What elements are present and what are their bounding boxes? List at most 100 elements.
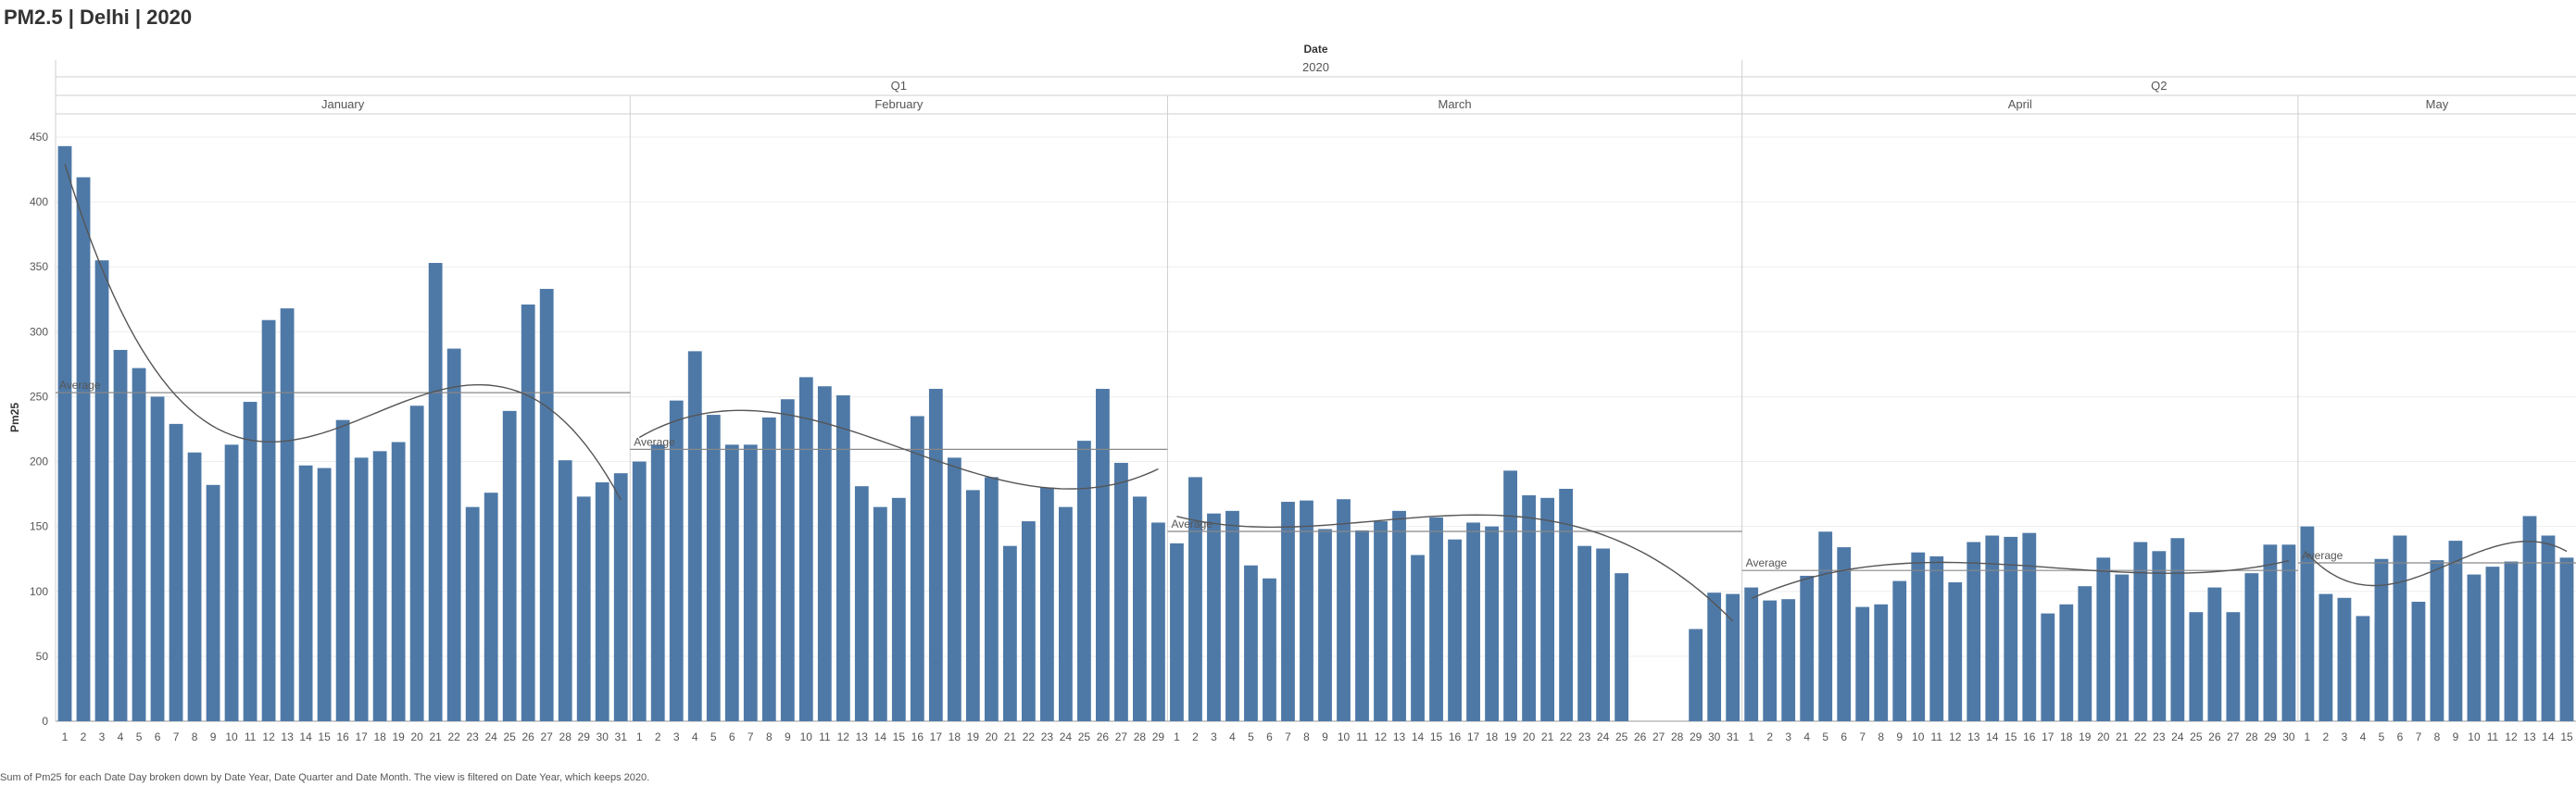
x-tick-label: 13 — [1393, 730, 1406, 743]
x-tick-label: 10 — [800, 730, 813, 743]
x-tick-label: 21 — [1541, 730, 1554, 743]
bar — [317, 468, 332, 721]
trend-line — [2306, 541, 2568, 587]
x-tick-label: 22 — [1560, 730, 1573, 743]
x-tick-label: 10 — [2468, 730, 2481, 743]
bar — [2152, 551, 2167, 721]
month-label: March — [1438, 97, 1471, 111]
x-tick-label: 1 — [636, 730, 643, 743]
bar — [2059, 604, 2074, 721]
x-tick-label: 18 — [949, 730, 961, 743]
bar — [2522, 516, 2537, 721]
trend-line — [1176, 514, 1734, 622]
bar — [150, 396, 165, 721]
x-tick-label: 10 — [1912, 730, 1925, 743]
x-tick-label: 2 — [1192, 730, 1199, 743]
x-tick-label: 17 — [930, 730, 943, 743]
average-label: Average — [2302, 549, 2344, 562]
x-tick-label: 9 — [1322, 730, 1328, 743]
bar — [613, 473, 628, 721]
x-tick-label: 15 — [2560, 730, 2573, 743]
x-tick-label: 23 — [466, 730, 479, 743]
x-tick-label: 21 — [2116, 730, 2129, 743]
bar — [910, 416, 924, 721]
x-tick-label: 18 — [1486, 730, 1499, 743]
bar — [465, 506, 480, 721]
average-label: Average — [1746, 556, 1788, 569]
bar — [1911, 552, 1926, 721]
bar — [409, 405, 424, 721]
x-tick-label: 23 — [2153, 730, 2166, 743]
x-tick-label: 27 — [1652, 730, 1665, 743]
y-tick-label: 0 — [42, 715, 48, 728]
x-tick-label: 28 — [559, 730, 572, 743]
bar — [2374, 558, 2389, 721]
bar — [1596, 548, 1611, 721]
bar — [1615, 573, 1629, 721]
x-tick-label: 13 — [856, 730, 869, 743]
bar — [2004, 536, 2018, 721]
x-tick-label: 29 — [1152, 730, 1165, 743]
x-tick-label: 22 — [2134, 730, 2147, 743]
x-tick-label: 2 — [2323, 730, 2330, 743]
bar — [2022, 532, 2037, 721]
x-tick-label: 2 — [81, 730, 87, 743]
bar — [706, 415, 721, 721]
x-tick-label: 5 — [136, 730, 143, 743]
bar — [113, 349, 128, 721]
x-tick-label: 30 — [597, 730, 609, 743]
bar — [2078, 586, 2092, 721]
bar — [1540, 497, 1554, 721]
trend-line — [1751, 560, 2290, 600]
x-tick-label: 30 — [2282, 730, 2295, 743]
bar — [1207, 513, 1221, 721]
bar — [1485, 526, 1499, 721]
bar — [2207, 587, 2222, 721]
x-tick-label: 25 — [2190, 730, 2203, 743]
bar — [2244, 573, 2259, 721]
bar — [1133, 496, 1147, 721]
header-year: 2020 — [1302, 60, 1329, 74]
bar — [761, 417, 776, 721]
x-tick-label: 17 — [355, 730, 368, 743]
bar — [2541, 535, 2556, 721]
bar — [891, 497, 906, 721]
x-tick-label: 4 — [692, 730, 698, 743]
x-tick-label: 10 — [1338, 730, 1351, 743]
x-tick-label: 6 — [2397, 730, 2404, 743]
bar — [2559, 557, 2574, 721]
x-tick-label: 11 — [2487, 730, 2499, 743]
bar — [558, 460, 572, 721]
bar — [261, 319, 276, 721]
bar — [632, 461, 647, 721]
x-tick-label: 12 — [1949, 730, 1962, 743]
bar — [2115, 574, 2130, 721]
bar — [243, 402, 258, 721]
x-tick-label: 22 — [1023, 730, 1036, 743]
x-tick-label: 18 — [2060, 730, 2073, 743]
bar — [2485, 567, 2500, 721]
y-tick-label: 200 — [30, 455, 48, 468]
month-label: January — [321, 97, 365, 111]
x-tick-label: 8 — [2434, 730, 2441, 743]
x-tick-label: 25 — [1615, 730, 1628, 743]
x-tick-label: 4 — [1803, 730, 1810, 743]
x-tick-label: 15 — [2004, 730, 2017, 743]
x-tick-label: 3 — [1211, 730, 1217, 743]
x-tick-label: 15 — [893, 730, 906, 743]
bar — [57, 145, 72, 721]
bar — [1058, 506, 1073, 721]
x-tick-label: 7 — [748, 730, 754, 743]
x-tick-label: 30 — [1708, 730, 1721, 743]
bar — [335, 419, 350, 721]
bar — [76, 177, 91, 722]
bar — [984, 477, 999, 721]
x-tick-label: 15 — [318, 730, 331, 743]
bar — [132, 368, 146, 721]
x-tick-label: 28 — [1134, 730, 1147, 743]
bar — [595, 481, 609, 721]
x-tick-label: 20 — [986, 730, 999, 743]
bar — [2189, 612, 2204, 721]
x-tick-label: 16 — [336, 730, 349, 743]
x-tick-label: 13 — [1967, 730, 1980, 743]
